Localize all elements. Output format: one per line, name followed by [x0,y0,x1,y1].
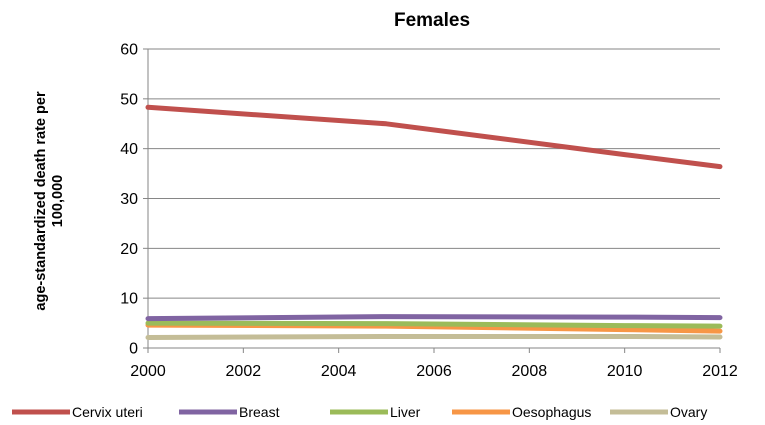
x-tick-label: 2002 [226,363,262,380]
chart-title: Females [394,10,470,31]
legend: Cervix uteri Breast Liver Oesophagus Ovary [12,404,707,420]
x-tick-label: 2004 [321,363,357,380]
x-ticks: 2000 2002 2004 2006 2008 2010 2012 [130,348,738,380]
y-tick-label: 40 [120,141,138,158]
x-tick-label: 2006 [416,363,452,380]
y-tick-label: 10 [120,291,138,308]
legend-label: Oesophagus [512,404,591,420]
series-line [145,334,723,340]
y-tick-label: 20 [120,241,138,258]
x-tick-label: 2010 [607,363,643,380]
y-tick-label: 0 [129,341,138,358]
series-line [145,104,723,170]
y-tick-label: 50 [120,91,138,108]
y-axis-label: age-standardized death rate per 100,000 [33,91,66,311]
x-tick-label: 2012 [702,363,738,380]
legend-label: Cervix uteri [72,404,143,420]
x-tick-label: 2000 [130,363,166,380]
x-tick-label: 2008 [512,363,548,380]
legend-label: Ovary [670,404,707,420]
series-line [145,314,723,322]
y-tick-label: 30 [120,191,138,208]
series-line [145,320,723,329]
y-tick-label: 60 [120,42,138,59]
legend-label: Liver [390,404,421,420]
y-ticks: 0 10 20 30 40 50 60 [120,42,148,358]
gridlines [148,48,720,299]
y-axis-label-line-1: age-standardized death rate per [33,91,49,311]
y-axis-label-line-2: 100,000 [50,175,66,227]
legend-label: Breast [239,404,280,420]
series-lines [145,104,723,340]
